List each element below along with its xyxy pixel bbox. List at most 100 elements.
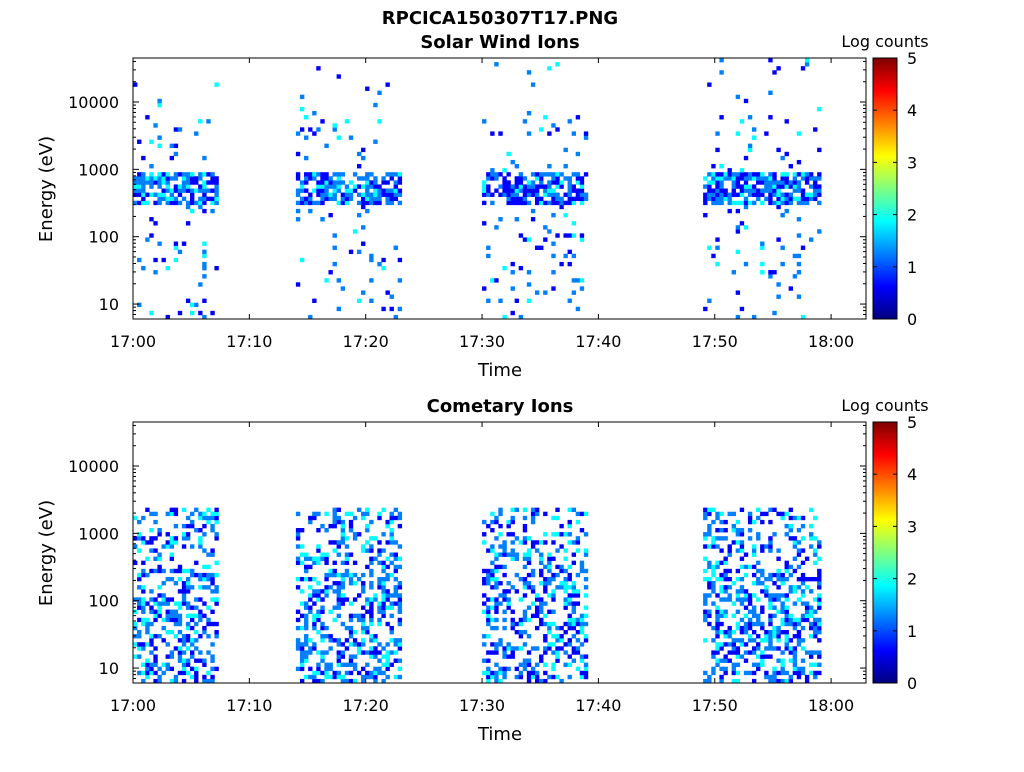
spectrogram-cell: [735, 314, 741, 320]
spectrogram-cell: [377, 658, 382, 663]
spectrogram-cell: [161, 670, 166, 676]
spectrogram-cell: [344, 552, 350, 557]
spectrogram-cell: [173, 581, 179, 586]
spectrogram-cell: [381, 654, 386, 659]
spectrogram-cell: [703, 507, 708, 513]
spectrogram-cell: [369, 572, 374, 578]
x-tick-label: 17:30: [459, 696, 505, 715]
spectrogram-cell: [518, 634, 524, 639]
spectrogram-cell: [751, 519, 757, 525]
spectrogram-cell: [336, 601, 341, 606]
spectrogram-cell: [719, 188, 724, 193]
spectrogram-cell: [727, 642, 732, 647]
spectrogram-cell: [563, 164, 568, 169]
spectrogram-cell: [494, 662, 499, 667]
spectrogram-cell: [731, 638, 736, 643]
spectrogram-cell: [295, 151, 301, 157]
spectrogram-cell: [206, 180, 211, 185]
spectrogram-cell: [727, 634, 732, 639]
spectrogram-cell: [707, 507, 712, 513]
spectrogram-cell: [137, 576, 142, 582]
spectrogram-cell: [715, 609, 720, 614]
spectrogram-cell: [214, 507, 219, 513]
spectrogram-cell: [494, 674, 499, 680]
spectrogram-cell: [743, 670, 749, 676]
spectrogram-cell: [210, 621, 215, 627]
spectrogram-cell: [304, 674, 309, 680]
spectrogram-cell: [344, 536, 350, 541]
spectrogram-cell: [743, 172, 749, 177]
spectrogram-cell: [817, 106, 822, 112]
spectrogram-cell: [567, 625, 572, 631]
spectrogram-cell: [494, 62, 499, 67]
spectrogram-cell: [543, 188, 548, 193]
spectrogram-cell: [747, 621, 753, 627]
spectrogram-cell: [583, 634, 589, 639]
spectrogram-cell: [486, 678, 491, 684]
spectrogram-cell: [397, 581, 403, 586]
spectrogram-cell: [202, 180, 207, 185]
spectrogram-cell: [494, 225, 499, 230]
spectrogram-cell: [747, 564, 753, 570]
spectrogram-cell: [332, 670, 337, 676]
spectrogram-cell: [373, 556, 378, 561]
spectrogram-cell: [324, 589, 329, 594]
spectrogram-cell: [157, 135, 162, 140]
spectrogram-cell: [719, 585, 724, 590]
spectrogram-cell: [563, 585, 568, 590]
spectrogram-cell: [133, 515, 138, 521]
spectrogram-cell: [486, 666, 491, 672]
spectrogram-cell: [202, 625, 207, 631]
spectrogram-cell: [559, 180, 564, 185]
spectrogram-cell: [377, 621, 382, 627]
x-axis-label: Time: [477, 360, 522, 381]
spectrogram-cell: [486, 597, 491, 602]
spectrogram-cell: [214, 184, 219, 189]
spectrogram-cell: [169, 536, 175, 541]
spectrogram-cell: [579, 642, 585, 647]
spectrogram-cell: [295, 638, 301, 643]
spectrogram-cell: [332, 589, 337, 594]
spectrogram-cell: [583, 613, 589, 619]
spectrogram-cell: [348, 192, 354, 197]
x-tick-label: 17:10: [226, 332, 272, 351]
spectrogram-cell: [534, 548, 540, 553]
spectrogram-cell: [571, 581, 577, 586]
spectrogram-cell: [324, 666, 329, 672]
spectrogram-cell: [486, 670, 491, 676]
spectrogram-cell: [817, 540, 822, 545]
spectrogram-cell: [715, 560, 720, 566]
spectrogram-cell: [510, 507, 515, 513]
spectrogram-cell: [703, 192, 708, 197]
spectrogram-cell: [328, 634, 333, 639]
spectrogram-cell: [539, 597, 544, 602]
spectrogram-cell: [299, 650, 305, 655]
spectrogram-cell: [397, 176, 403, 181]
spectrogram-cell: [190, 568, 195, 574]
spectrogram-cell: [320, 523, 325, 529]
y-tick-label: 10000: [68, 93, 119, 112]
spectrogram-cell: [575, 196, 581, 202]
spectrogram-cell: [506, 532, 511, 537]
spectrogram-cell: [780, 261, 785, 267]
colorbar-tick-label: 1: [907, 258, 917, 277]
spectrogram-cell: [768, 274, 773, 279]
spectrogram-cell: [328, 196, 333, 202]
spectrogram-cell: [308, 585, 313, 590]
spectrogram-cell: [727, 576, 732, 582]
spectrogram-cell: [539, 572, 544, 578]
spectrogram-cell: [760, 654, 765, 659]
spectrogram-cell: [304, 176, 309, 181]
spectrogram-cell: [796, 548, 802, 553]
spectrogram-cell: [206, 119, 211, 124]
spectrogram-cell: [506, 184, 511, 189]
colorbar-tick-label: 2: [907, 206, 917, 225]
spectrogram-cell: [563, 576, 568, 582]
spectrogram-cell: [365, 597, 370, 602]
spectrogram-cell: [743, 572, 749, 578]
spectrogram-cell: [780, 511, 785, 517]
spectrogram-cell: [185, 532, 191, 537]
spectrogram-cell: [141, 609, 146, 614]
spectrogram-cell: [555, 564, 560, 570]
spectrogram-cell: [482, 184, 487, 189]
